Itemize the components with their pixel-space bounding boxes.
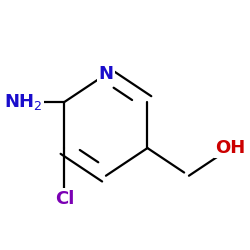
Text: OH: OH (215, 139, 246, 157)
Text: N: N (98, 65, 114, 83)
Text: Cl: Cl (55, 190, 74, 208)
Text: NH$_2$: NH$_2$ (4, 92, 42, 112)
